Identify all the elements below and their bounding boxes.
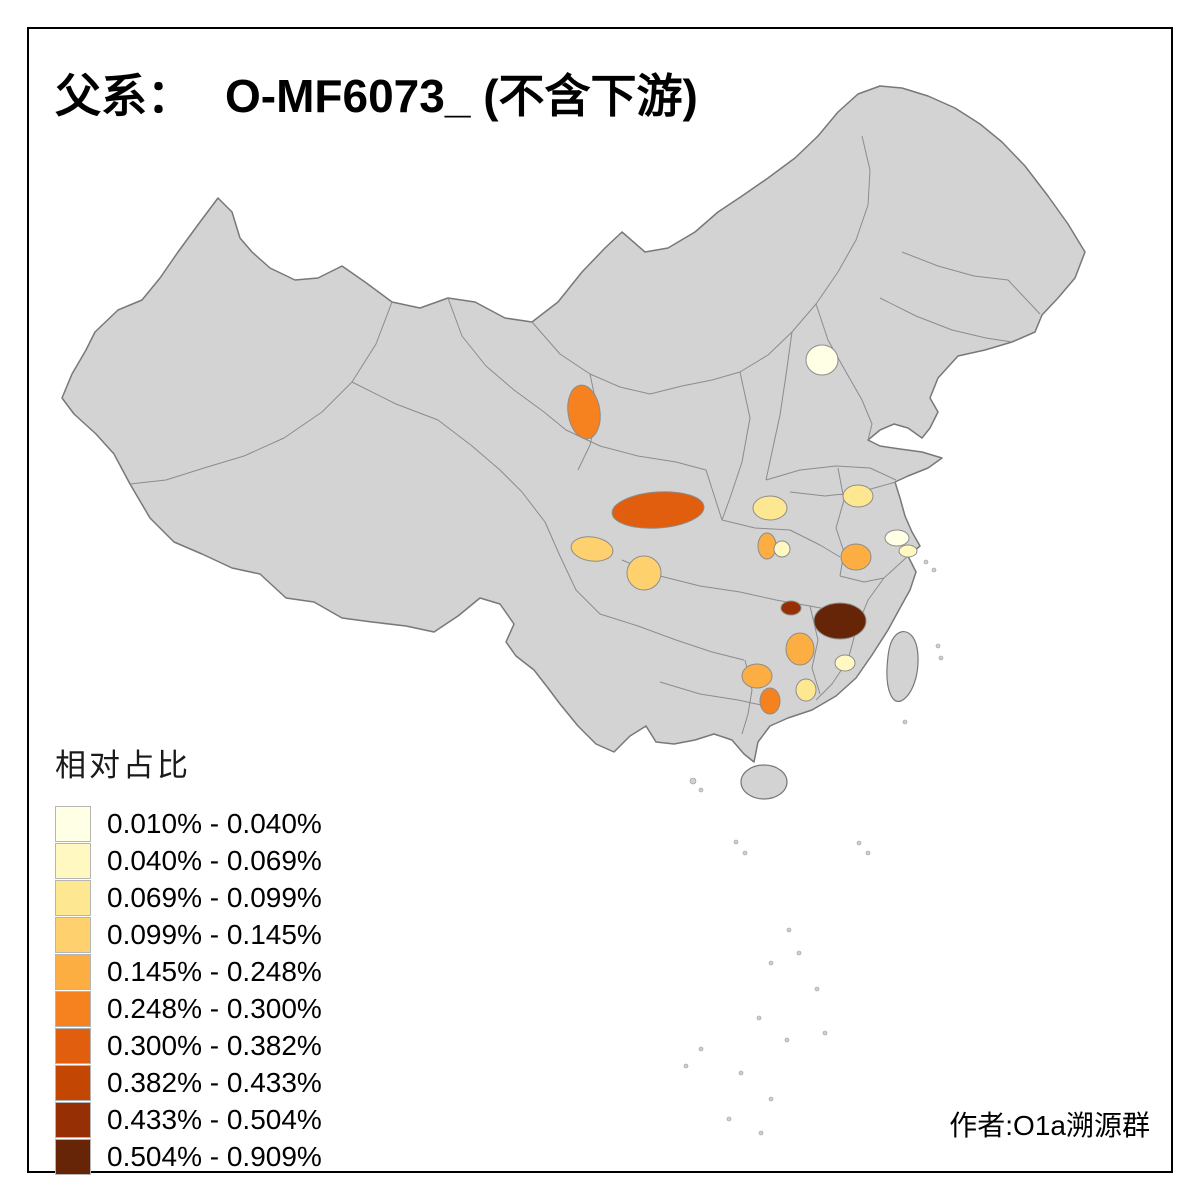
map-region-beijing — [805, 344, 839, 376]
small-islands — [683, 559, 944, 1136]
legend-label: 0.248% - 0.300% — [107, 992, 322, 1024]
legend-row: 0.433% - 0.504% — [55, 1101, 322, 1138]
taiwan-island — [886, 631, 919, 702]
legend-label: 0.099% - 0.145% — [107, 918, 322, 950]
legend-row: 0.069% - 0.099% — [55, 879, 322, 916]
map-region-north-anhui — [842, 484, 874, 508]
map-region-west-sichuan — [570, 536, 614, 562]
legend-row: 0.099% - 0.145% — [55, 916, 322, 953]
legend-swatch — [55, 916, 91, 953]
legend-label: 0.010% - 0.040% — [107, 807, 322, 839]
legend-row: 0.040% - 0.069% — [55, 842, 322, 879]
legend-label: 0.040% - 0.069% — [107, 844, 322, 876]
map-region-east-sichuan — [626, 555, 662, 591]
map-region-southeast-henan — [773, 540, 791, 558]
china-landmass — [61, 85, 1086, 800]
legend-swatch — [55, 1101, 91, 1138]
legend-swatch — [55, 1064, 91, 1101]
legend-label: 0.433% - 0.504% — [107, 1103, 322, 1135]
map-region-ningxia — [567, 384, 601, 440]
map-region-west-jiangxi — [780, 600, 802, 616]
attribution: 作者:O1a溯源群 — [949, 1110, 1150, 1141]
legend-label: 0.300% - 0.382% — [107, 1029, 322, 1061]
legend-label: 0.069% - 0.099% — [107, 881, 322, 913]
legend-label: 0.145% - 0.248% — [107, 955, 322, 987]
map-region-shanghai-south — [898, 544, 918, 558]
page-title-name: O-MF6073_ (不含下游) — [225, 70, 698, 122]
legend-title: 相对占比 — [55, 748, 191, 783]
page-title: 父系： O-MF6073_ (不含下游) — [55, 60, 698, 126]
legend-row: 0.145% - 0.248% — [55, 953, 322, 990]
legend-swatch — [55, 990, 91, 1027]
legend-swatch — [55, 805, 91, 842]
legend: 相对占比 0.010% - 0.040% 0.040% - 0.069% 0.069… — [55, 740, 322, 1175]
map-region-southwest-hunan — [741, 663, 773, 689]
legend-swatch — [55, 1027, 91, 1064]
legend-swatch — [55, 1138, 91, 1175]
legend-row: 0.248% - 0.300% — [55, 990, 322, 1027]
map-region-northeast-guangxi — [759, 687, 781, 715]
map-region-shanghai-north — [884, 529, 910, 547]
legend-label: 0.504% - 0.909% — [107, 1140, 322, 1172]
map-region-central-henan — [752, 495, 788, 521]
legend-entries: 0.010% - 0.040% 0.040% - 0.069% 0.069% - 0… — [55, 805, 322, 1175]
legend-row: 0.010% - 0.040% — [55, 805, 322, 842]
legend-swatch — [55, 953, 91, 990]
legend-row: 0.300% - 0.382% — [55, 1027, 322, 1064]
map-region-central-hunan — [785, 632, 815, 666]
legend-swatch — [55, 879, 91, 916]
map-region-south-henan — [757, 532, 777, 560]
map-region-north-guangdong — [795, 678, 817, 702]
colored-regions-layer — [567, 344, 918, 715]
map-region-south-shaanxi — [611, 491, 705, 529]
map-region-northeast-jiangxi — [813, 602, 867, 640]
hainan-island — [740, 764, 788, 800]
legend-label: 0.382% - 0.433% — [107, 1066, 322, 1098]
map-region-south-anhui — [840, 543, 872, 571]
legend-row: 0.504% - 0.909% — [55, 1138, 322, 1175]
map-region-east-guangdong — [834, 654, 856, 672]
page-title-prefix: 父系： — [55, 70, 193, 122]
legend-swatch — [55, 842, 91, 879]
legend-row: 0.382% - 0.433% — [55, 1064, 322, 1101]
